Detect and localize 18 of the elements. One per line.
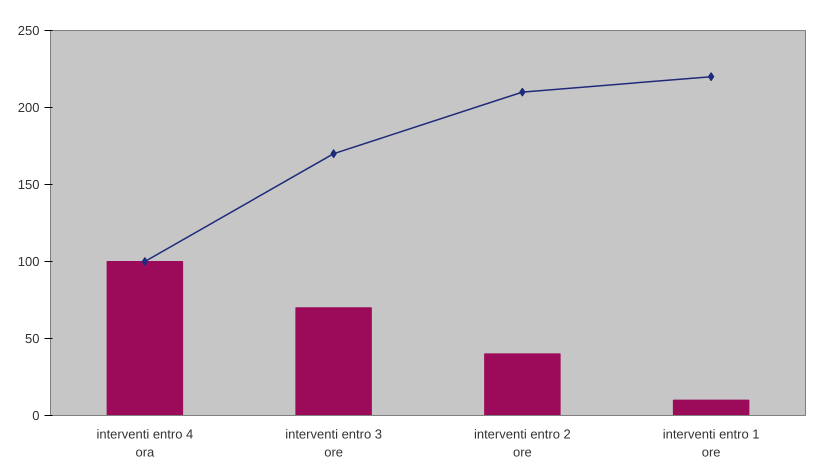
x-tick-label: interventi entro 3 ore bbox=[285, 426, 382, 460]
point bbox=[142, 257, 148, 266]
point bbox=[519, 88, 526, 97]
y-tick-label: 50 bbox=[25, 331, 40, 346]
y-tick-label: 0 bbox=[32, 408, 40, 423]
point bbox=[708, 72, 714, 82]
y-tick-label: 200 bbox=[18, 100, 40, 115]
bar bbox=[106, 261, 184, 416]
point bbox=[330, 149, 337, 158]
x-tick-label: interventi entro 1 ore bbox=[662, 426, 760, 460]
y-tick-label: 150 bbox=[18, 177, 40, 192]
x-tick-label: interventi entro 4 ora bbox=[96, 426, 194, 460]
bar bbox=[295, 307, 372, 416]
bar bbox=[484, 353, 561, 416]
bar bbox=[672, 400, 750, 416]
y-tick-label: 100 bbox=[18, 254, 40, 269]
y-tick-label: 250 bbox=[18, 23, 40, 38]
x-tick-label: interventi entro 2 ore bbox=[474, 426, 571, 460]
